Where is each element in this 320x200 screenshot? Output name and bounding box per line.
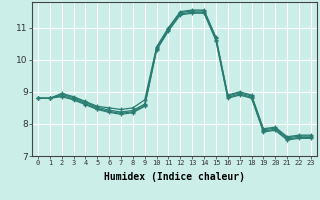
X-axis label: Humidex (Indice chaleur): Humidex (Indice chaleur) [104, 172, 245, 182]
